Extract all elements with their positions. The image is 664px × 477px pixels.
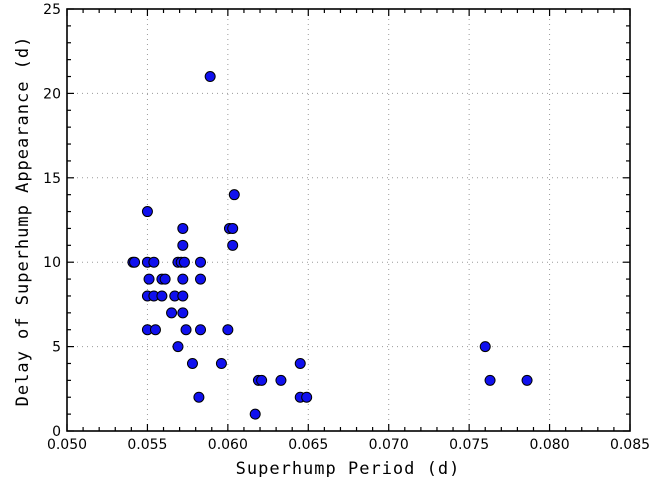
data-point xyxy=(275,374,287,386)
x-tick-label: 0.070 xyxy=(369,437,409,453)
data-point xyxy=(521,374,533,386)
data-point xyxy=(204,71,216,83)
x-tick-label: 0.055 xyxy=(127,437,167,453)
data-point xyxy=(249,408,261,420)
data-point xyxy=(227,222,239,234)
plot-frame xyxy=(66,8,631,432)
data-point xyxy=(148,256,160,268)
data-point xyxy=(227,239,239,251)
data-point xyxy=(141,206,153,218)
x-tick-label: 0.060 xyxy=(208,437,248,453)
y-tick-labels: 0 5 10 15 20 25 xyxy=(43,2,61,440)
data-point xyxy=(177,307,189,319)
x-tick-label: 0.050 xyxy=(47,437,87,453)
data-point xyxy=(294,357,306,369)
data-point xyxy=(177,273,189,285)
data-point xyxy=(193,391,205,403)
data-point xyxy=(177,222,189,234)
data-point xyxy=(180,324,192,336)
data-points xyxy=(127,71,533,420)
data-point xyxy=(484,374,496,386)
data-point xyxy=(195,273,207,285)
data-point xyxy=(177,290,189,302)
x-tick-label: 0.080 xyxy=(530,437,570,453)
data-point xyxy=(195,256,207,268)
data-point xyxy=(166,307,178,319)
x-tick-label: 0.065 xyxy=(288,437,328,453)
data-point xyxy=(178,256,190,268)
y-tick-label: 20 xyxy=(43,86,61,102)
data-point xyxy=(129,256,141,268)
x-tick-labels: 0.050 0.055 0.060 0.065 0.070 0.075 0.080 0.085 xyxy=(47,437,650,453)
data-point xyxy=(222,324,234,336)
y-tick-label: 5 xyxy=(52,340,61,356)
x-axis-title: Superhump Period (d) xyxy=(236,459,461,477)
y-tick-label: 25 xyxy=(43,2,61,18)
x-tick-label: 0.075 xyxy=(449,437,489,453)
data-point xyxy=(159,273,171,285)
data-point xyxy=(479,341,491,353)
data-point xyxy=(256,374,268,386)
data-point xyxy=(149,324,161,336)
y-tick-label: 10 xyxy=(43,255,61,271)
data-point xyxy=(195,324,207,336)
axis-ticks xyxy=(66,8,631,432)
grid xyxy=(67,9,630,431)
data-point xyxy=(215,357,227,369)
y-tick-label: 0 xyxy=(52,424,61,440)
data-point xyxy=(301,391,313,403)
y-tick-label: 15 xyxy=(43,171,61,187)
y-axis-title: Delay of Superhump Appearance (d) xyxy=(13,36,33,407)
data-point xyxy=(177,239,189,251)
data-point xyxy=(143,273,155,285)
data-point xyxy=(186,357,198,369)
data-point xyxy=(156,290,168,302)
x-tick-label: 0.085 xyxy=(610,437,650,453)
data-point xyxy=(172,341,184,353)
data-point xyxy=(228,189,240,201)
